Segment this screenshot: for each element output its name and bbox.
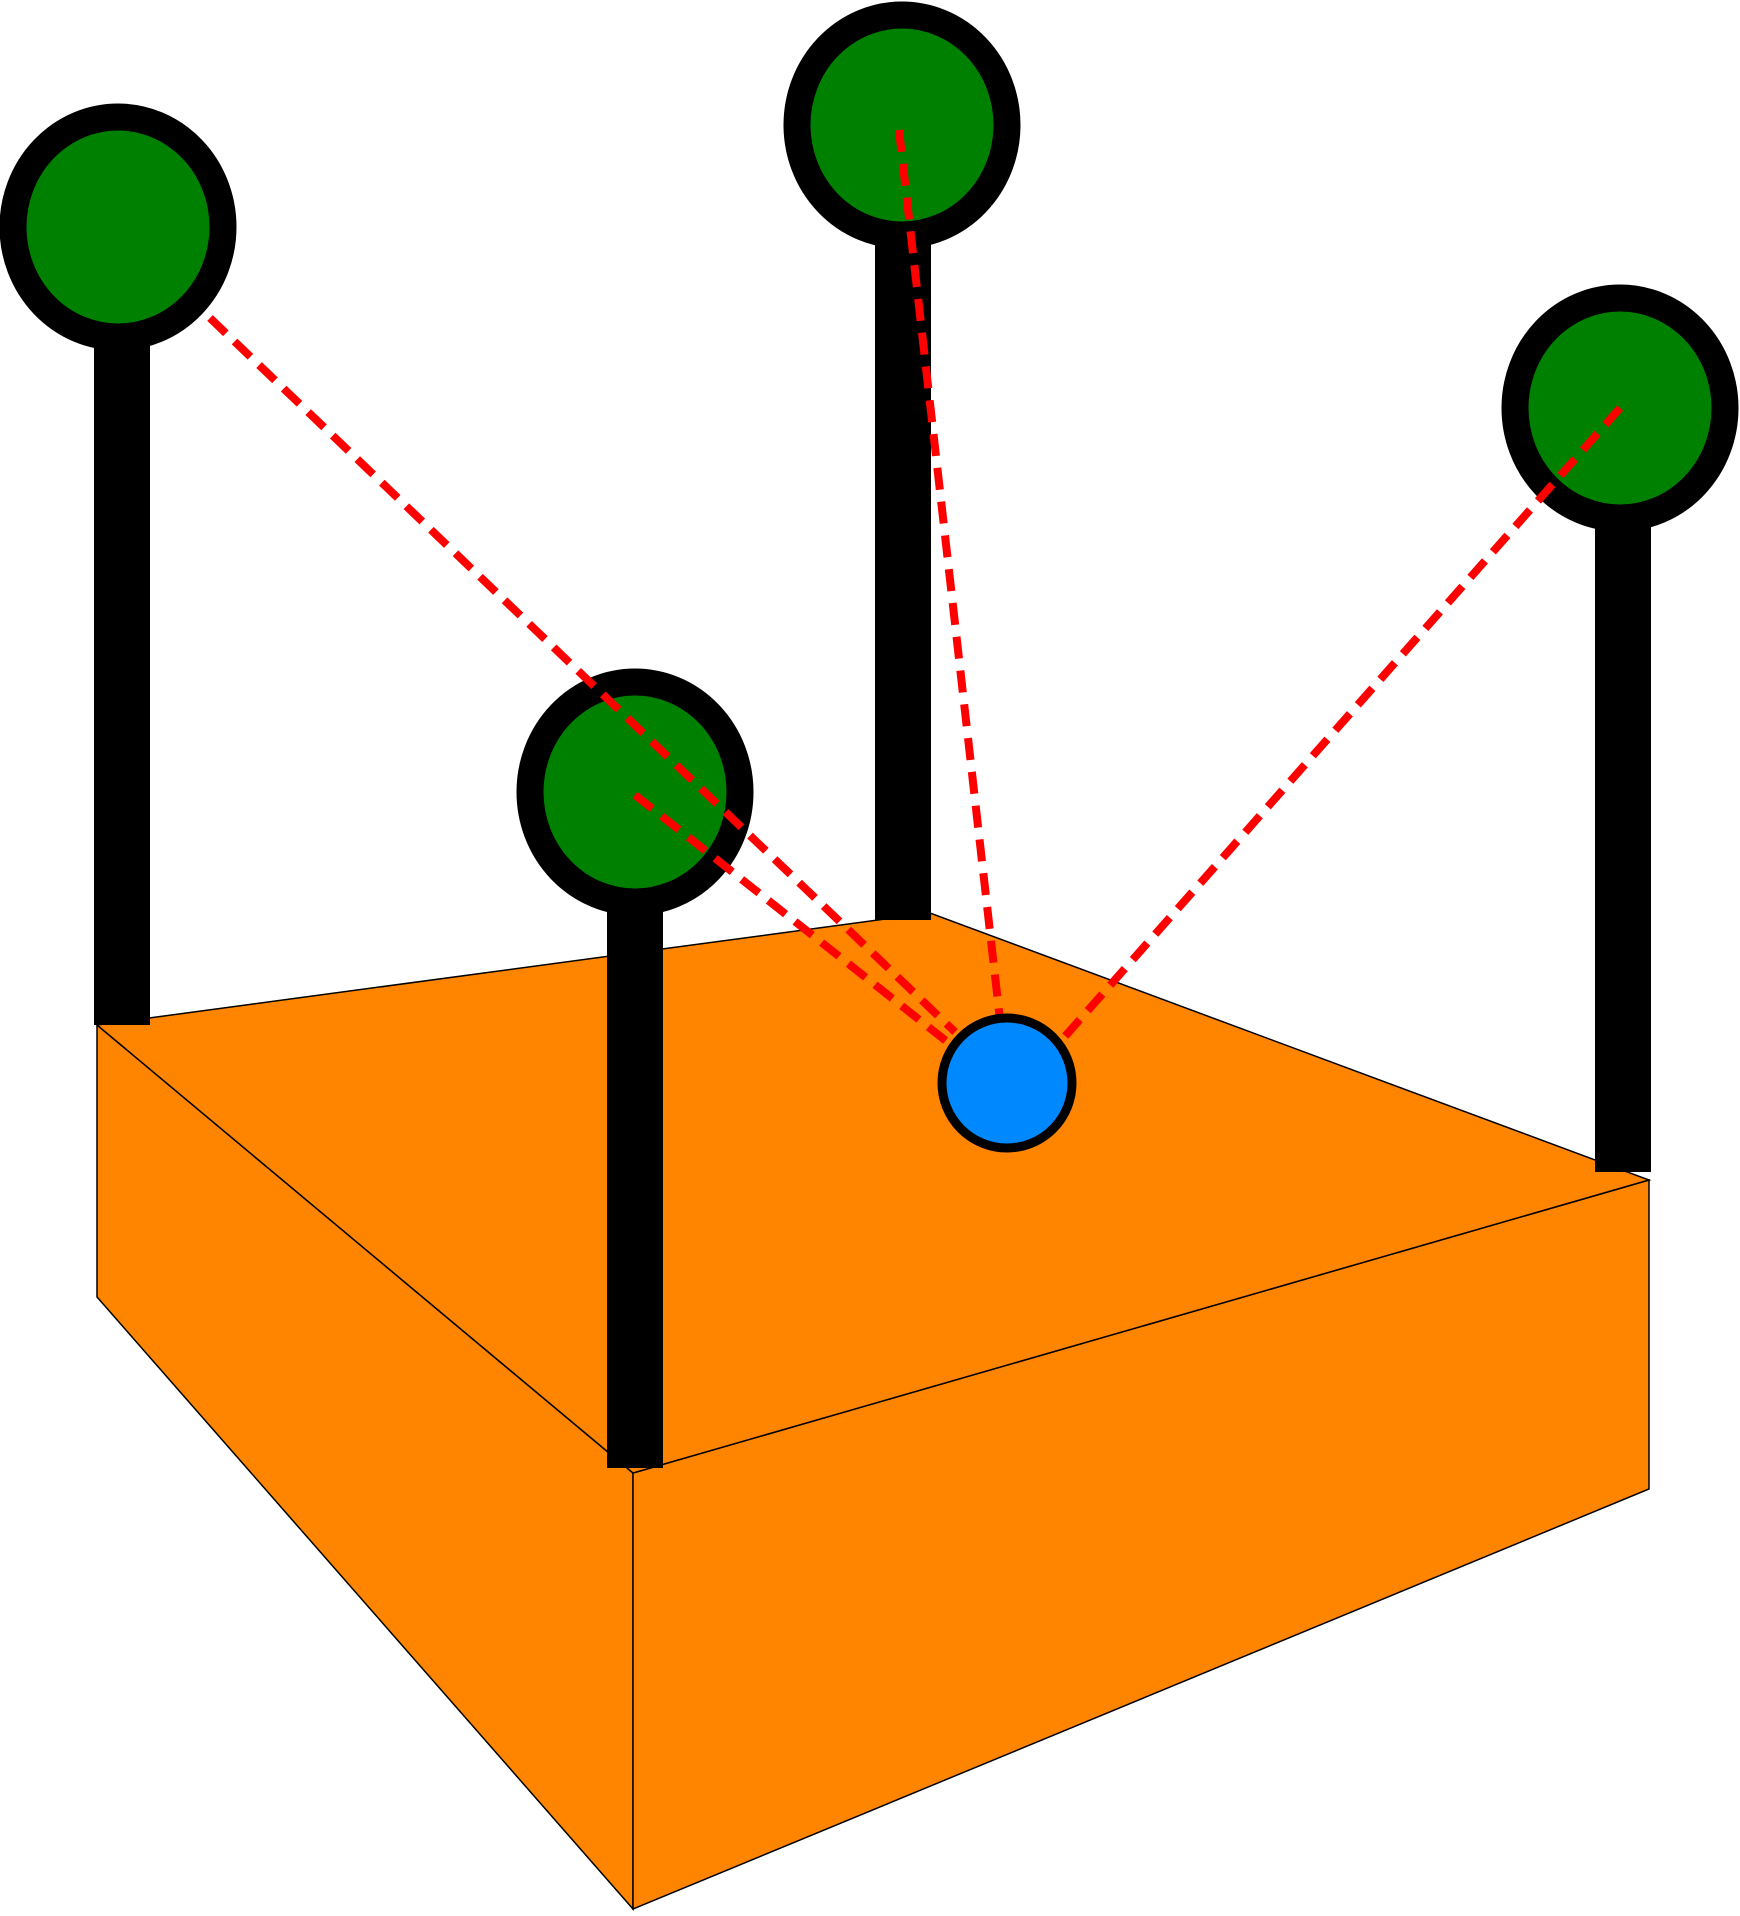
ranging-line-back-left — [207, 315, 958, 1035]
anchor-pole-front — [607, 875, 663, 1468]
anchor-back-middle-node — [783, 1, 1021, 249]
anchor-back-left-node — [0, 103, 237, 351]
anchor-pole-right — [1595, 505, 1651, 1172]
ranging-line-back-middle — [895, 129, 1004, 1021]
anchor-pole-back-left — [94, 320, 150, 1025]
tag-node — [937, 1013, 1077, 1153]
ranging-line-right — [1057, 405, 1623, 1045]
anchor-front-node — [516, 668, 754, 916]
anchor-pole-back-middle — [875, 220, 931, 920]
